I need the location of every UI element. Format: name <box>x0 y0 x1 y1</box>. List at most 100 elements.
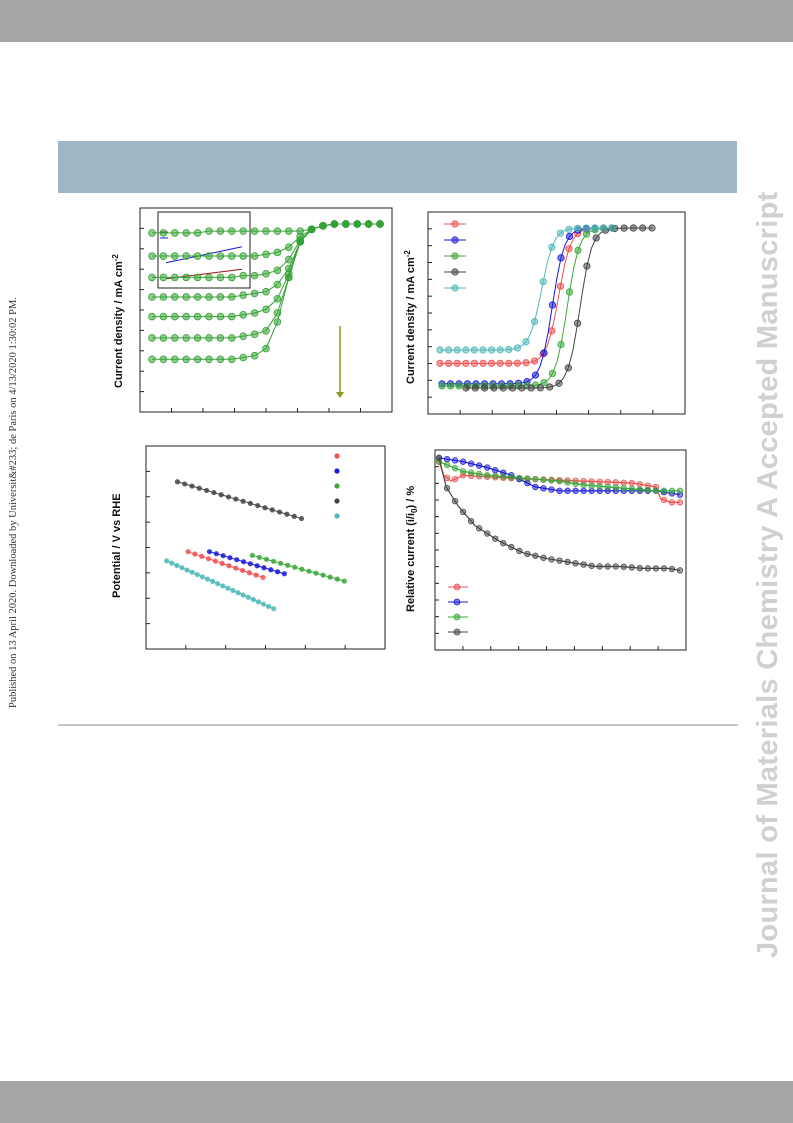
data-point <box>218 492 224 498</box>
data-point <box>500 473 507 480</box>
data-point <box>273 318 282 326</box>
data-point <box>556 477 563 485</box>
data-point <box>353 220 362 228</box>
data-point <box>596 483 603 490</box>
data-point <box>255 599 262 605</box>
data-point <box>652 565 660 572</box>
data-point <box>467 460 475 467</box>
data-point <box>556 487 563 494</box>
data-point <box>234 557 240 563</box>
data-point <box>530 357 539 365</box>
data-point <box>179 565 185 571</box>
data-point <box>453 359 461 367</box>
data-point <box>249 552 255 558</box>
data-point <box>459 468 467 475</box>
data-point <box>476 525 483 532</box>
data-point <box>453 346 461 354</box>
data-point <box>239 252 248 260</box>
data-point <box>599 224 608 232</box>
data-point <box>582 224 590 232</box>
data-point <box>274 569 281 575</box>
data-point <box>660 565 668 572</box>
data-point <box>319 221 327 230</box>
data-point <box>546 383 554 391</box>
data-point <box>182 355 191 364</box>
panel-c-frame <box>145 445 386 650</box>
data-point <box>281 571 287 577</box>
data-point <box>548 243 556 251</box>
data-point <box>271 606 277 612</box>
data-point <box>451 465 459 472</box>
data-point <box>527 384 535 392</box>
data-point <box>171 252 179 260</box>
data-point <box>484 464 491 471</box>
data-point <box>484 472 491 479</box>
data-point <box>444 346 453 354</box>
data-point <box>273 294 282 303</box>
series-line <box>166 560 274 610</box>
data-point <box>148 334 156 342</box>
data-point <box>194 571 200 578</box>
data-point <box>260 574 266 581</box>
data-point <box>262 344 270 353</box>
data-point <box>565 288 574 296</box>
data-point <box>557 340 565 349</box>
data-point <box>227 555 233 561</box>
data-point <box>564 558 571 566</box>
data-point <box>591 224 599 232</box>
data-point <box>574 246 582 255</box>
data-point <box>564 479 571 486</box>
data-point <box>148 252 156 260</box>
data-point <box>531 371 540 379</box>
panel-a-arrow-head <box>336 392 344 398</box>
data-point <box>262 305 270 314</box>
section-divider <box>58 724 738 726</box>
panel-d-series <box>435 454 684 574</box>
data-point <box>548 301 557 309</box>
data-point <box>556 229 565 237</box>
data-point <box>159 252 168 260</box>
data-point <box>636 564 643 572</box>
data-point <box>273 309 282 317</box>
data-point <box>216 312 225 321</box>
data-point <box>148 355 156 364</box>
data-point <box>524 475 531 482</box>
data-point <box>330 220 339 228</box>
data-point <box>228 334 236 342</box>
legend-marker <box>451 268 459 276</box>
data-point <box>540 379 548 387</box>
data-point <box>182 229 191 237</box>
data-point <box>573 224 582 232</box>
data-point <box>327 574 333 580</box>
data-point <box>273 280 282 289</box>
data-point <box>572 560 579 567</box>
data-point <box>480 384 489 392</box>
data-point <box>364 220 373 228</box>
data-point <box>588 562 595 569</box>
data-point <box>239 567 246 574</box>
data-point <box>262 326 270 335</box>
panel-c-legend <box>334 453 340 519</box>
data-point <box>644 487 652 494</box>
data-point <box>660 496 668 504</box>
panel-b-ylabel: Current density / mA cm-2 <box>403 250 417 384</box>
data-point <box>164 558 170 564</box>
data-point <box>508 543 515 551</box>
data-point <box>262 287 270 296</box>
data-point <box>588 482 595 489</box>
data-point <box>462 346 470 354</box>
data-point <box>341 220 350 228</box>
data-point <box>250 227 259 235</box>
data-point <box>573 319 582 327</box>
data-point <box>216 252 225 260</box>
data-point <box>247 500 254 507</box>
data-point <box>205 355 213 364</box>
data-point <box>250 309 259 317</box>
data-point <box>240 559 247 565</box>
legend-marker <box>451 252 459 260</box>
data-point <box>660 487 668 494</box>
data-point <box>548 477 555 484</box>
data-point <box>451 476 459 483</box>
data-point <box>250 271 259 280</box>
data-point <box>262 227 270 235</box>
